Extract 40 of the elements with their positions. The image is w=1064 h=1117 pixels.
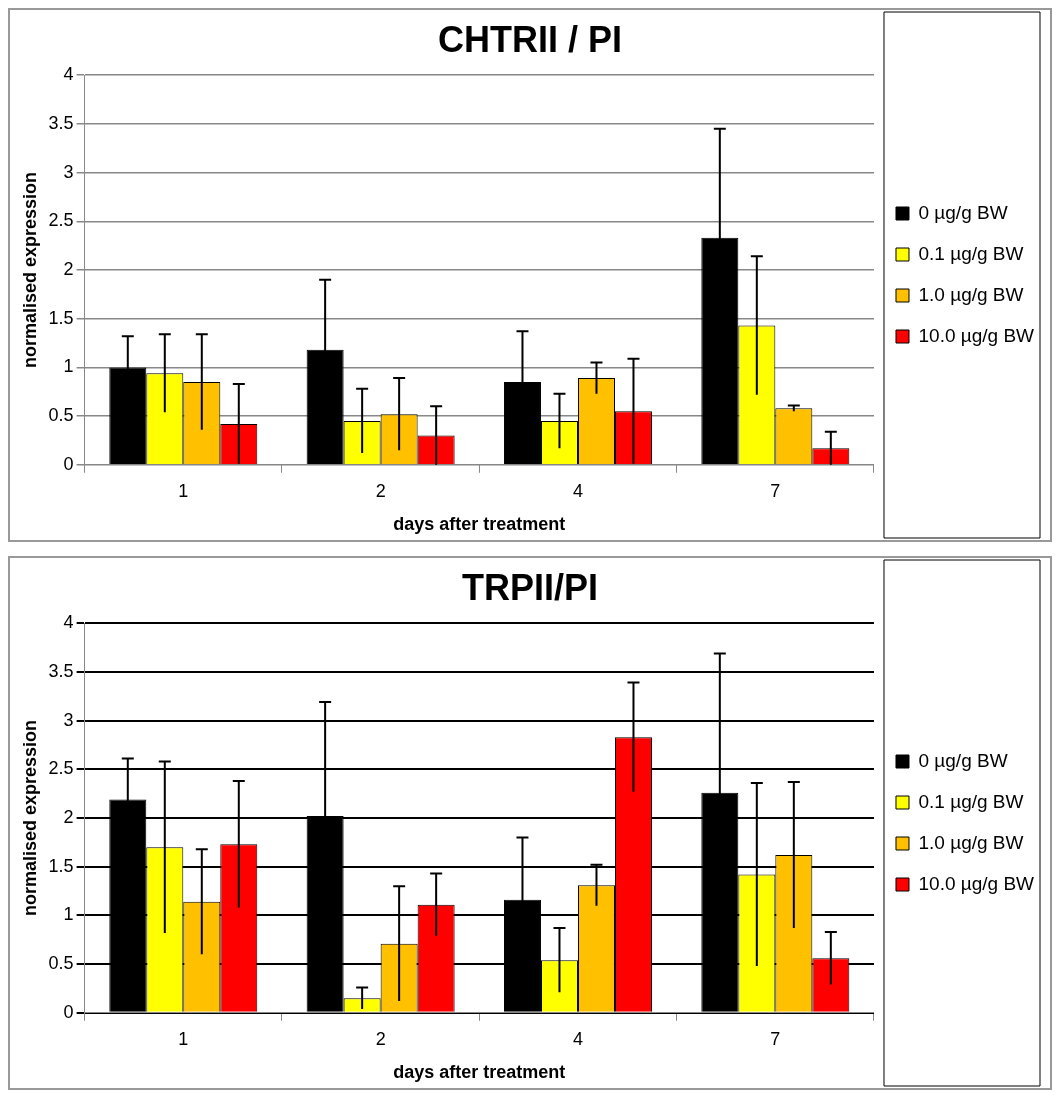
- x-axis-title: days after treatment: [393, 1062, 566, 1083]
- y-axis-title: normalised expression: [19, 171, 40, 369]
- y-axis-title: normalised expression: [19, 719, 40, 917]
- y-tick-label: 2: [63, 806, 74, 827]
- chart-title: TRPII/PI: [461, 566, 599, 608]
- x-tick-label: 7: [770, 1028, 781, 1049]
- y-tick-label: 1: [63, 904, 74, 925]
- legend-label: 10.0 µg/g BW: [918, 324, 1035, 346]
- y-tick-label: 0: [63, 1001, 74, 1022]
- y-tick-label: 4: [63, 612, 74, 633]
- y-tick-label: 3.5: [48, 112, 74, 133]
- y-tick-label: 0.5: [48, 405, 74, 426]
- x-tick-label: 2: [375, 1028, 386, 1049]
- y-tick-label: 0: [63, 453, 74, 474]
- x-tick-label: 7: [770, 480, 781, 501]
- x-tick-label: 1: [178, 1028, 189, 1049]
- y-tick-label: 1.5: [48, 307, 74, 328]
- y-tick-label: 2.5: [48, 210, 74, 231]
- x-axis-title: days after treatment: [393, 514, 566, 535]
- y-tick-label: 4: [63, 64, 74, 85]
- x-tick-label: 2: [375, 480, 386, 501]
- y-tick-label: 1.5: [48, 855, 74, 876]
- x-tick-label: 4: [572, 1028, 583, 1049]
- legend-label: 10.0 µg/g BW: [918, 872, 1035, 894]
- y-tick-label: 1: [63, 356, 74, 377]
- legend-label: 0 µg/g BW: [918, 749, 1008, 771]
- legend-label: 1.0 µg/g BW: [918, 283, 1024, 305]
- x-tick-label: 1: [178, 480, 189, 501]
- y-tick-label: 3: [63, 709, 74, 730]
- legend-label: 0 µg/g BW: [918, 201, 1008, 223]
- legend-label: 0.1 µg/g BW: [918, 790, 1024, 812]
- legend-label: 0.1 µg/g BW: [918, 242, 1024, 264]
- chart-title: CHTRII / PI: [437, 18, 623, 60]
- y-tick-label: 2.5: [48, 758, 74, 779]
- y-tick-label: 3: [63, 161, 74, 182]
- x-tick-label: 4: [572, 480, 583, 501]
- y-tick-label: 0.5: [48, 953, 74, 974]
- y-tick-label: 2: [63, 258, 74, 279]
- y-tick-label: 3.5: [48, 660, 74, 681]
- legend-label: 1.0 µg/g BW: [918, 831, 1024, 853]
